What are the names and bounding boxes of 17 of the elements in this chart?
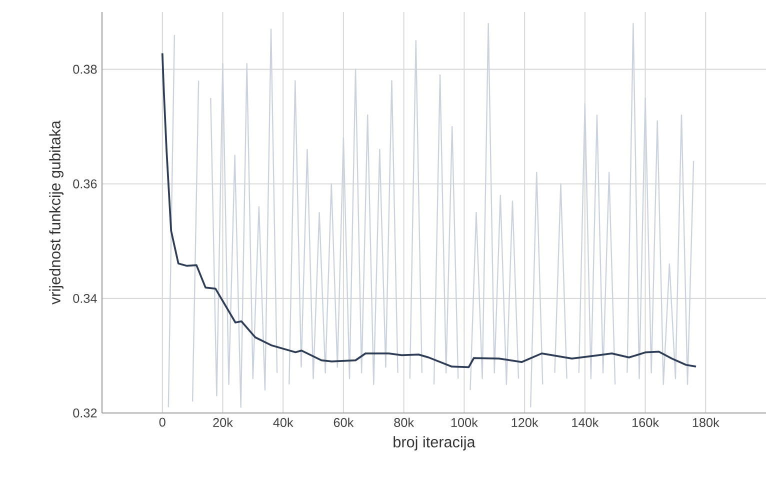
y-tick-label: 0.34 — [73, 294, 97, 303]
x-tick-label: 120k — [512, 418, 538, 428]
y-tick-label: 0.32 — [73, 408, 97, 418]
x-tick-label: 60k — [334, 418, 354, 428]
x-tick-label: 140k — [572, 418, 599, 428]
x-tick-label: 160k — [632, 418, 660, 428]
y-axis-title: vrijednost funkcije gubitaka — [49, 120, 64, 304]
x-axis-title: broj iteracija — [394, 436, 476, 450]
x-tick-label: 0 — [159, 418, 166, 427]
line-series — [161, 52, 697, 368]
x-tick-label: 100k — [451, 418, 478, 428]
y-tick-label: 0.36 — [73, 179, 97, 188]
y-tick-label: 0.38 — [73, 64, 97, 74]
x-tick-label: 180k — [692, 418, 720, 428]
x-tick-label: 20k — [213, 418, 233, 428]
x-tick-label: 80k — [394, 418, 414, 428]
x-tick-label: 40k — [273, 418, 294, 428]
